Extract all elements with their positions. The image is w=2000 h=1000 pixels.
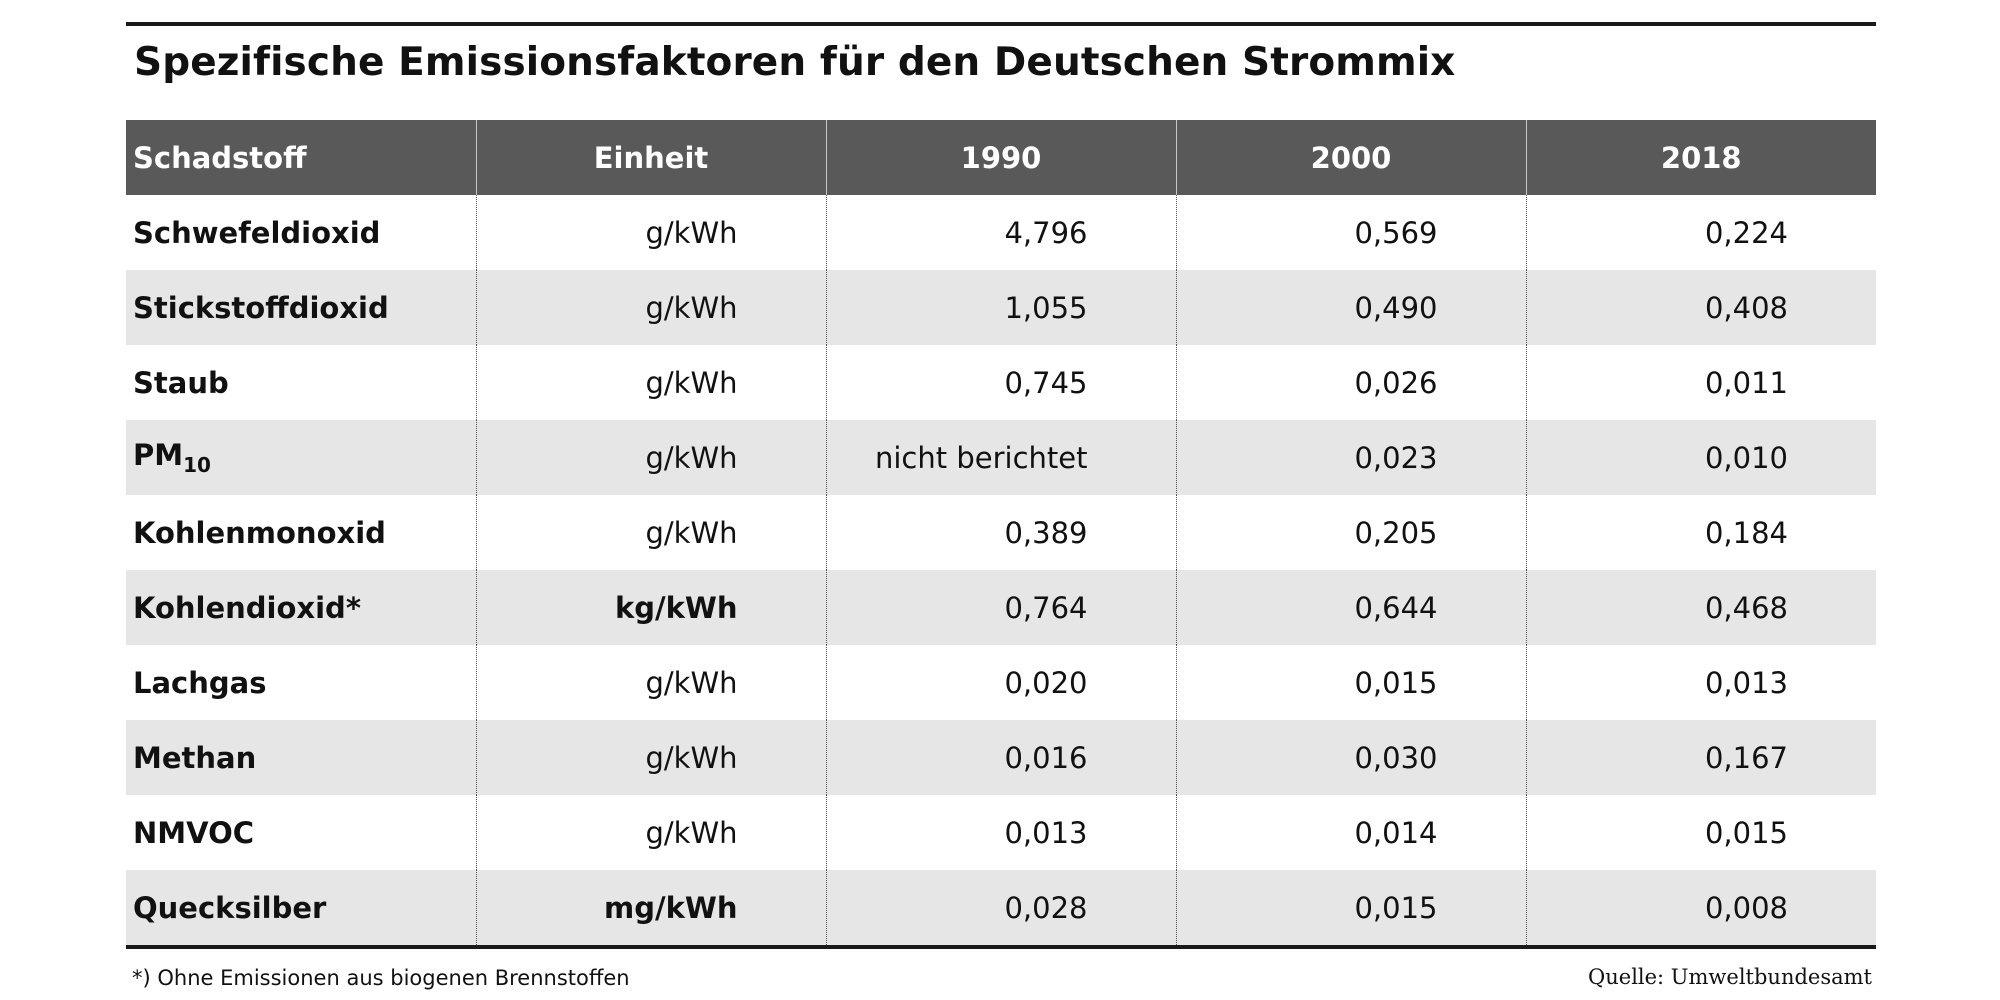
value-cell-1990: 0,028 bbox=[825, 870, 1176, 949]
pollutant-cell: Quecksilber bbox=[126, 870, 476, 949]
table-row: Kohlenmonoxid g/kWh 0,389 0,205 0,184 bbox=[126, 495, 1876, 570]
unit-cell: g/kWh bbox=[475, 495, 826, 570]
value-cell-2018: 0,010 bbox=[1525, 420, 1876, 495]
unit-cell: g/kWh bbox=[475, 645, 826, 720]
value-cell-1990: 0,764 bbox=[825, 570, 1176, 645]
value-cell-1990: nicht berichtet bbox=[825, 420, 1176, 495]
value-cell-1990: 1,055 bbox=[825, 270, 1176, 345]
value-cell-2018: 0,184 bbox=[1525, 495, 1876, 570]
header-cell-1990: 1990 bbox=[825, 120, 1176, 195]
unit-cell: g/kWh bbox=[475, 270, 826, 345]
source-credit: Quelle: Umweltbundesamt bbox=[1588, 965, 1872, 989]
value-cell-2000: 0,026 bbox=[1175, 345, 1526, 420]
value-cell-2000: 0,023 bbox=[1175, 420, 1526, 495]
pollutant-name: Schwefeldioxid bbox=[133, 215, 381, 250]
unit-cell: mg/kWh bbox=[475, 870, 826, 949]
value-cell-1990: 0,020 bbox=[825, 645, 1176, 720]
pollutant-name: Stickstoffdioxid bbox=[133, 290, 389, 325]
value-cell-2000: 0,644 bbox=[1175, 570, 1526, 645]
value-cell-2018: 0,167 bbox=[1525, 720, 1876, 795]
document-frame: Spezifische Emissionsfaktoren für den De… bbox=[126, 0, 1876, 1000]
pollutant-cell: Schwefeldioxid bbox=[126, 195, 476, 270]
pollutant-subscript: 10 bbox=[183, 452, 211, 477]
value-cell-2000: 0,030 bbox=[1175, 720, 1526, 795]
table-body: Schwefeldioxid g/kWh 4,796 0,569 0,224 Sticks… bbox=[126, 195, 1876, 949]
header-cell-schadstoff: Schadstoff bbox=[126, 120, 476, 195]
pollutant-cell: Staub bbox=[126, 345, 476, 420]
pollutant-name: NMVOC bbox=[133, 815, 254, 850]
pollutant-name: Quecksilber bbox=[133, 890, 327, 925]
top-rule bbox=[126, 22, 1876, 26]
pollutant-cell: PM10 bbox=[126, 420, 476, 495]
unit-cell: g/kWh bbox=[475, 420, 826, 495]
value-cell-1990: 4,796 bbox=[825, 195, 1176, 270]
pollutant-cell: Kohlenmonoxid bbox=[126, 495, 476, 570]
pollutant-name: Kohlenmonoxid bbox=[133, 515, 386, 550]
table-row: Lachgas g/kWh 0,020 0,015 0,013 bbox=[126, 645, 1876, 720]
table-row: PM10 g/kWh nicht berichtet 0,023 0,010 bbox=[126, 420, 1876, 495]
pollutant-cell: Methan bbox=[126, 720, 476, 795]
pollutant-cell: Kohlendioxid* bbox=[126, 570, 476, 645]
unit-cell: g/kWh bbox=[475, 795, 826, 870]
value-cell-2018: 0,408 bbox=[1525, 270, 1876, 345]
table-row: Kohlendioxid* kg/kWh 0,764 0,644 0,468 bbox=[126, 570, 1876, 645]
table-header: Schadstoff Einheit 1990 2000 2018 bbox=[126, 120, 1876, 195]
value-cell-1990: 0,745 bbox=[825, 345, 1176, 420]
table-row: Schwefeldioxid g/kWh 4,796 0,569 0,224 bbox=[126, 195, 1876, 270]
table-row: Staub g/kWh 0,745 0,026 0,011 bbox=[126, 345, 1876, 420]
header-row: Schadstoff Einheit 1990 2000 2018 bbox=[126, 120, 1876, 195]
unit-cell: g/kWh bbox=[475, 720, 826, 795]
value-cell-2000: 0,490 bbox=[1175, 270, 1526, 345]
table-row: Methan g/kWh 0,016 0,030 0,167 bbox=[126, 720, 1876, 795]
unit-cell: kg/kWh bbox=[475, 570, 826, 645]
table-row: NMVOC g/kWh 0,013 0,014 0,015 bbox=[126, 795, 1876, 870]
value-cell-1990: 0,013 bbox=[825, 795, 1176, 870]
pollutant-name: Methan bbox=[133, 740, 257, 775]
footnote: *) Ohne Emissionen aus biogenen Brennsto… bbox=[132, 966, 630, 990]
value-cell-2000: 0,205 bbox=[1175, 495, 1526, 570]
header-cell-2018: 2018 bbox=[1525, 120, 1876, 195]
pollutant-name: Kohlendioxid* bbox=[133, 590, 361, 625]
header-cell-einheit: Einheit bbox=[475, 120, 826, 195]
value-cell-1990: 0,016 bbox=[825, 720, 1176, 795]
value-cell-2000: 0,015 bbox=[1175, 870, 1526, 949]
value-cell-2018: 0,224 bbox=[1525, 195, 1876, 270]
pollutant-name: PM bbox=[133, 438, 184, 473]
pollutant-cell: Lachgas bbox=[126, 645, 476, 720]
value-cell-2000: 0,015 bbox=[1175, 645, 1526, 720]
unit-cell: g/kWh bbox=[475, 345, 826, 420]
value-cell-2000: 0,569 bbox=[1175, 195, 1526, 270]
value-cell-2018: 0,468 bbox=[1525, 570, 1876, 645]
pollutant-cell: Stickstoffdioxid bbox=[126, 270, 476, 345]
value-cell-2018: 0,011 bbox=[1525, 345, 1876, 420]
unit-cell: g/kWh bbox=[475, 195, 826, 270]
value-cell-2018: 0,008 bbox=[1525, 870, 1876, 949]
table-row: Stickstoffdioxid g/kWh 1,055 0,490 0,408 bbox=[126, 270, 1876, 345]
value-cell-2018: 0,015 bbox=[1525, 795, 1876, 870]
header-cell-2000: 2000 bbox=[1175, 120, 1526, 195]
pollutant-name: Staub bbox=[133, 365, 229, 400]
emissions-table: Schadstoff Einheit 1990 2000 2018 Schwef… bbox=[126, 120, 1876, 949]
value-cell-1990: 0,389 bbox=[825, 495, 1176, 570]
pollutant-cell: NMVOC bbox=[126, 795, 476, 870]
pollutant-name: Lachgas bbox=[133, 665, 267, 700]
page-title: Spezifische Emissionsfaktoren für den De… bbox=[134, 40, 1456, 85]
value-cell-2000: 0,014 bbox=[1175, 795, 1526, 870]
table-row: Quecksilber mg/kWh 0,028 0,015 0,008 bbox=[126, 870, 1876, 949]
value-cell-2018: 0,013 bbox=[1525, 645, 1876, 720]
